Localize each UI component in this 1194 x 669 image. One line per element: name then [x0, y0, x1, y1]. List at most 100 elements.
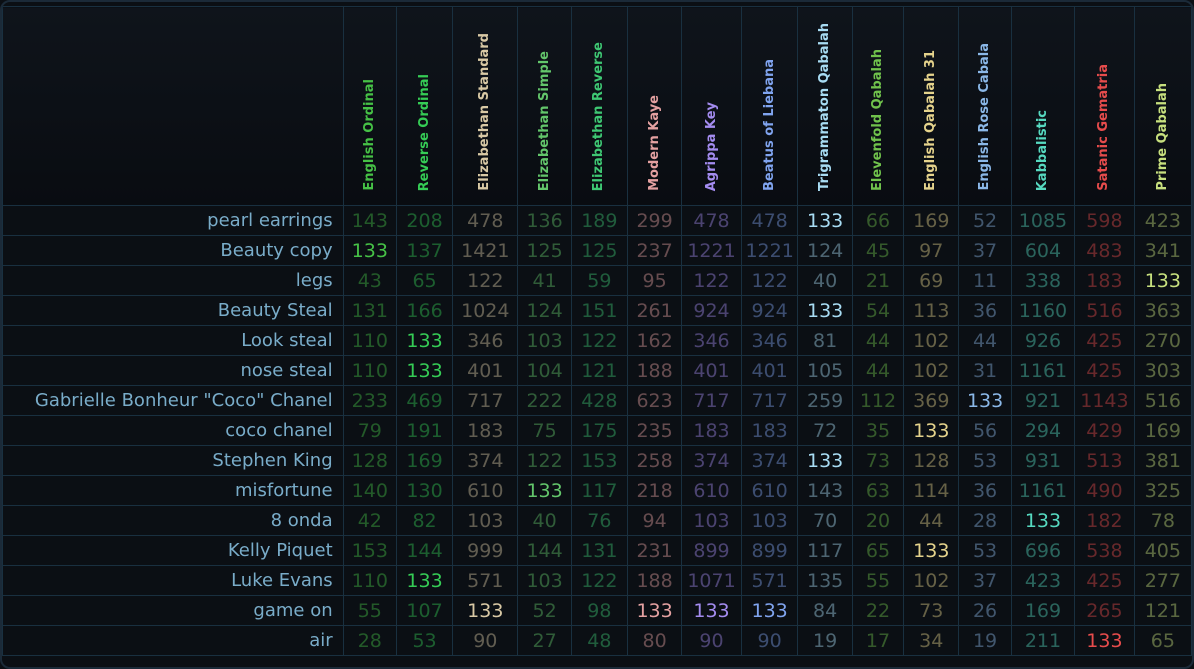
- cipher-header[interactable]: Elevenfold Qabalah: [851, 6, 905, 206]
- value-cell[interactable]: 346: [681, 325, 742, 356]
- cipher-header[interactable]: Beatus of Liebana: [740, 6, 799, 206]
- value-cell[interactable]: 53: [395, 625, 454, 656]
- value-cell[interactable]: 122: [452, 265, 519, 296]
- value-cell[interactable]: 341: [1133, 235, 1192, 266]
- value-cell[interactable]: 1161: [1010, 355, 1076, 386]
- value-cell[interactable]: 144: [517, 535, 572, 566]
- phrase-cell[interactable]: Luke Evans: [2, 565, 344, 596]
- value-cell[interactable]: 899: [681, 535, 742, 566]
- value-cell[interactable]: 299: [626, 205, 683, 236]
- value-cell[interactable]: 94: [626, 505, 683, 536]
- value-cell[interactable]: 610: [740, 475, 799, 506]
- value-cell[interactable]: 188: [626, 355, 683, 386]
- value-cell[interactable]: 122: [681, 265, 742, 296]
- value-cell[interactable]: 423: [1010, 565, 1076, 596]
- value-cell[interactable]: 121: [570, 355, 628, 386]
- value-cell[interactable]: 1143: [1074, 385, 1135, 416]
- value-cell[interactable]: 231: [626, 535, 683, 566]
- value-cell[interactable]: 95: [626, 265, 683, 296]
- value-cell[interactable]: 899: [740, 535, 799, 566]
- value-cell[interactable]: 538: [1074, 535, 1135, 566]
- value-cell[interactable]: 303: [1133, 355, 1192, 386]
- value-cell[interactable]: 97: [903, 235, 960, 266]
- value-cell[interactable]: 41: [517, 265, 572, 296]
- value-cell[interactable]: 1221: [681, 235, 742, 266]
- value-cell[interactable]: 924: [681, 295, 742, 326]
- value-cell[interactable]: 696: [1010, 535, 1076, 566]
- value-cell[interactable]: 598: [1074, 205, 1135, 236]
- value-cell[interactable]: 144: [395, 535, 454, 566]
- value-cell[interactable]: 82: [395, 505, 454, 536]
- value-cell[interactable]: 218: [626, 475, 683, 506]
- value-cell[interactable]: 26: [958, 595, 1012, 626]
- value-cell[interactable]: 76: [570, 505, 628, 536]
- cipher-header[interactable]: Elizabethan Reverse: [570, 6, 628, 206]
- value-cell[interactable]: 265: [1074, 595, 1135, 626]
- value-cell[interactable]: 610: [681, 475, 742, 506]
- value-cell[interactable]: 429: [1074, 415, 1135, 446]
- value-cell[interactable]: 169: [903, 205, 960, 236]
- value-cell[interactable]: 133: [395, 355, 454, 386]
- value-cell[interactable]: 183: [740, 415, 799, 446]
- value-cell[interactable]: 53: [958, 445, 1012, 476]
- value-cell[interactable]: 717: [681, 385, 742, 416]
- value-cell[interactable]: 401: [452, 355, 519, 386]
- cipher-header[interactable]: English Rose Cabala: [958, 6, 1012, 206]
- value-cell[interactable]: 363: [1133, 295, 1192, 326]
- value-cell[interactable]: 110: [342, 565, 397, 596]
- value-cell[interactable]: 65: [1133, 625, 1192, 656]
- phrase-cell[interactable]: game on: [2, 595, 344, 626]
- value-cell[interactable]: 19: [958, 625, 1012, 656]
- value-cell[interactable]: 37: [958, 235, 1012, 266]
- value-cell[interactable]: 425: [1074, 355, 1135, 386]
- value-cell[interactable]: 405: [1133, 535, 1192, 566]
- value-cell[interactable]: 483: [1074, 235, 1135, 266]
- value-cell[interactable]: 237: [626, 235, 683, 266]
- cipher-header[interactable]: Agrippa Key: [681, 6, 742, 206]
- value-cell[interactable]: 381: [1133, 445, 1192, 476]
- value-cell[interactable]: 128: [903, 445, 960, 476]
- value-cell[interactable]: 133: [903, 415, 960, 446]
- value-cell[interactable]: 28: [958, 505, 1012, 536]
- value-cell[interactable]: 66: [851, 205, 905, 236]
- phrase-cell[interactable]: Beauty Steal: [2, 295, 344, 326]
- value-cell[interactable]: 1085: [1010, 205, 1076, 236]
- value-cell[interactable]: 924: [740, 295, 799, 326]
- value-cell[interactable]: 261: [626, 295, 683, 326]
- value-cell[interactable]: 103: [681, 505, 742, 536]
- value-cell[interactable]: 63: [851, 475, 905, 506]
- value-cell[interactable]: 98: [570, 595, 628, 626]
- value-cell[interactable]: 133: [903, 535, 960, 566]
- phrase-cell[interactable]: misfortune: [2, 475, 344, 506]
- value-cell[interactable]: 175: [570, 415, 628, 446]
- value-cell[interactable]: 325: [1133, 475, 1192, 506]
- value-cell[interactable]: 374: [740, 445, 799, 476]
- value-cell[interactable]: 211: [1010, 625, 1076, 656]
- value-cell[interactable]: 54: [851, 295, 905, 326]
- value-cell[interactable]: 75: [517, 415, 572, 446]
- value-cell[interactable]: 931: [1010, 445, 1076, 476]
- value-cell[interactable]: 516: [1133, 385, 1192, 416]
- value-cell[interactable]: 182: [1074, 505, 1135, 536]
- value-cell[interactable]: 125: [517, 235, 572, 266]
- value-cell[interactable]: 151: [570, 295, 628, 326]
- phrase-cell[interactable]: air: [2, 625, 344, 656]
- value-cell[interactable]: 401: [740, 355, 799, 386]
- value-cell[interactable]: 65: [395, 265, 454, 296]
- value-cell[interactable]: 717: [740, 385, 799, 416]
- value-cell[interactable]: 143: [797, 475, 853, 506]
- value-cell[interactable]: 401: [681, 355, 742, 386]
- cipher-header[interactable]: Prime Qabalah: [1133, 6, 1192, 206]
- value-cell[interactable]: 604: [1010, 235, 1076, 266]
- cipher-header[interactable]: Elizabethan Standard: [452, 6, 519, 206]
- value-cell[interactable]: 133: [395, 325, 454, 356]
- value-cell[interactable]: 153: [570, 445, 628, 476]
- value-cell[interactable]: 183: [681, 415, 742, 446]
- value-cell[interactable]: 36: [958, 295, 1012, 326]
- value-cell[interactable]: 133: [342, 235, 397, 266]
- value-cell[interactable]: 133: [626, 595, 683, 626]
- value-cell[interactable]: 90: [452, 625, 519, 656]
- value-cell[interactable]: 516: [1074, 295, 1135, 326]
- value-cell[interactable]: 926: [1010, 325, 1076, 356]
- value-cell[interactable]: 143: [342, 205, 397, 236]
